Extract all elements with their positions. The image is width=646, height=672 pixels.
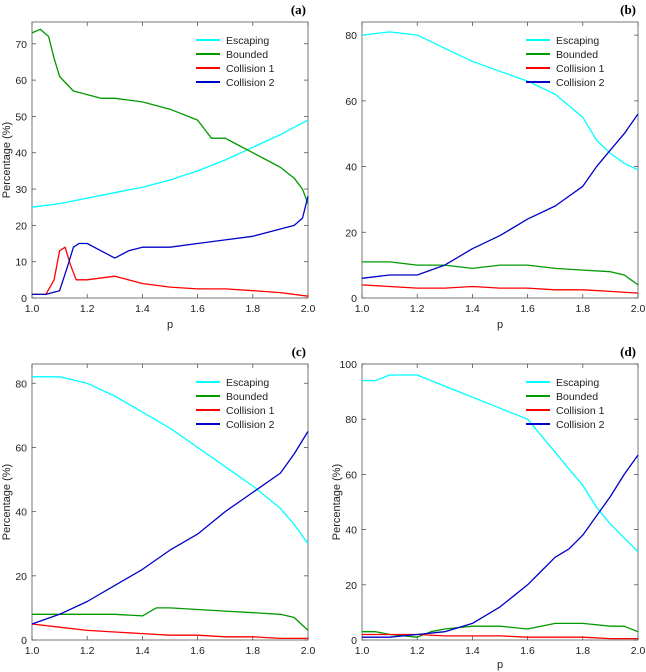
series-line-collision-2 [361, 113, 639, 279]
y-tick-label: 30 [15, 184, 27, 196]
y-tick-label: 40 [15, 148, 27, 160]
panel-label: (b) [620, 2, 636, 17]
plot-frame [361, 363, 639, 641]
x-tick-label: 1.0 [25, 645, 40, 657]
y-tick-label: 20 [345, 227, 357, 239]
x-tick-label: 1.4 [135, 303, 150, 315]
x-tick-label: 1.2 [80, 645, 95, 657]
legend-label-collision-1: Collision 1 [226, 63, 275, 75]
series-line-bounded [31, 28, 309, 204]
x-tick-label: 1.0 [355, 645, 370, 657]
x-tick-label: 1.6 [190, 303, 205, 315]
y-tick-label: 0 [351, 635, 357, 647]
y-tick-label: 60 [15, 442, 27, 454]
y-axis-label: Percentage (%) [331, 464, 343, 540]
y-tick-label: 20 [15, 571, 27, 583]
x-axis-label: p [497, 319, 503, 331]
legend-label-collision-2: Collision 2 [226, 77, 275, 89]
legend-label-collision-2: Collision 2 [556, 77, 605, 89]
legend-label-bounded: Bounded [226, 391, 268, 403]
panel-label: (a) [291, 2, 306, 17]
legend-label-collision-2: Collision 2 [226, 419, 275, 431]
y-tick-label: 10 [15, 257, 27, 269]
legend-label-collision-2: Collision 2 [556, 419, 605, 431]
x-tick-label: 1.0 [25, 303, 40, 315]
series-line-collision-1 [32, 246, 309, 297]
legend-label-collision-1: Collision 1 [556, 63, 605, 75]
series-line-collision-2 [362, 454, 639, 638]
legend-label-bounded: Bounded [556, 49, 598, 61]
series-line-collision-1 [31, 623, 308, 640]
series-line-collision-2 [32, 196, 309, 296]
y-tick-label: 40 [15, 507, 27, 519]
x-tick-label: 2.0 [301, 645, 316, 657]
legend-label-escaping: Escaping [556, 377, 599, 389]
series-line-collision-1 [362, 633, 638, 640]
y-tick-label: 60 [15, 75, 27, 87]
panel-label: (d) [620, 344, 636, 359]
x-tick-label: 1.8 [245, 645, 260, 657]
legend-label-escaping: Escaping [226, 35, 269, 47]
y-tick-label: 0 [21, 635, 27, 647]
legend-label-escaping: Escaping [556, 35, 599, 47]
x-tick-label: 1.4 [465, 645, 480, 657]
plot-frame [31, 363, 309, 641]
legend-label-escaping: Escaping [226, 377, 269, 389]
x-tick-label: 1.2 [80, 303, 95, 315]
plot-frame [361, 21, 639, 299]
legend-label-collision-1: Collision 1 [226, 405, 275, 417]
x-tick-label: 2.0 [631, 303, 646, 315]
x-tick-label: 1.6 [520, 303, 535, 315]
series-line-escaping [362, 374, 639, 553]
x-tick-label: 1.2 [410, 645, 425, 657]
y-tick-label: 40 [345, 162, 357, 174]
x-tick-label: 1.4 [135, 645, 150, 657]
y-tick-label: 50 [15, 111, 27, 123]
y-tick-label: 60 [345, 469, 357, 481]
x-axis-label: p [167, 319, 173, 331]
chart-panel-2: 1.0 1.2 1.4 1.6 1.8 2.0 0 20 40 60 80 Percentage (%… [1, 344, 315, 657]
x-tick-label: 1.2 [410, 303, 425, 315]
series-line-collision-1 [361, 284, 639, 294]
y-axis-label: Percentage (%) [1, 122, 13, 198]
x-tick-label: 1.8 [575, 645, 590, 657]
y-tick-label: 20 [345, 580, 357, 592]
series-line-escaping [31, 119, 309, 208]
y-tick-label: 80 [345, 414, 357, 426]
y-tick-label: 80 [345, 30, 357, 42]
chart-panel-1: 1.0 1.2 1.4 1.6 1.8 2.0 0 20 40 60 80 p (b) Escaping B… [345, 2, 645, 331]
series-line-bounded [32, 607, 309, 631]
series-line-escaping [32, 376, 309, 545]
y-tick-label: 0 [21, 293, 27, 305]
plot-frame [31, 21, 309, 299]
x-tick-label: 2.0 [631, 645, 646, 657]
x-axis-label: p [497, 659, 503, 671]
x-tick-label: 2.0 [301, 303, 316, 315]
chart-panel-0: 1.0 1.2 1.4 1.6 1.8 2.0 0 10 20 30 40 50 60 70 p Percen… [1, 2, 315, 331]
x-tick-label: 1.8 [245, 303, 260, 315]
y-tick-label: 40 [345, 525, 357, 537]
x-tick-label: 1.8 [575, 303, 590, 315]
y-tick-label: 60 [345, 96, 357, 108]
y-tick-label: 20 [15, 220, 27, 232]
x-tick-label: 1.4 [465, 303, 480, 315]
legend-label-collision-1: Collision 1 [556, 405, 605, 417]
y-tick-label: 100 [339, 359, 357, 371]
y-axis-label: Percentage (%) [1, 464, 13, 540]
y-tick-label: 80 [15, 378, 27, 390]
panel-label: (c) [292, 344, 306, 359]
legend-label-bounded: Bounded [226, 49, 268, 61]
series-line-collision-2 [31, 431, 309, 625]
chart-panel-3: 1.0 1.2 1.4 1.6 1.8 2.0 0 20 40 60 80 100 p Percentag… [331, 344, 645, 671]
legend-label-bounded: Bounded [556, 391, 598, 403]
y-tick-label: 0 [351, 293, 357, 305]
series-line-bounded [362, 261, 639, 286]
x-tick-label: 1.6 [520, 645, 535, 657]
x-tick-label: 1.0 [355, 303, 370, 315]
y-tick-label: 70 [15, 39, 27, 51]
x-tick-label: 1.6 [190, 645, 205, 657]
